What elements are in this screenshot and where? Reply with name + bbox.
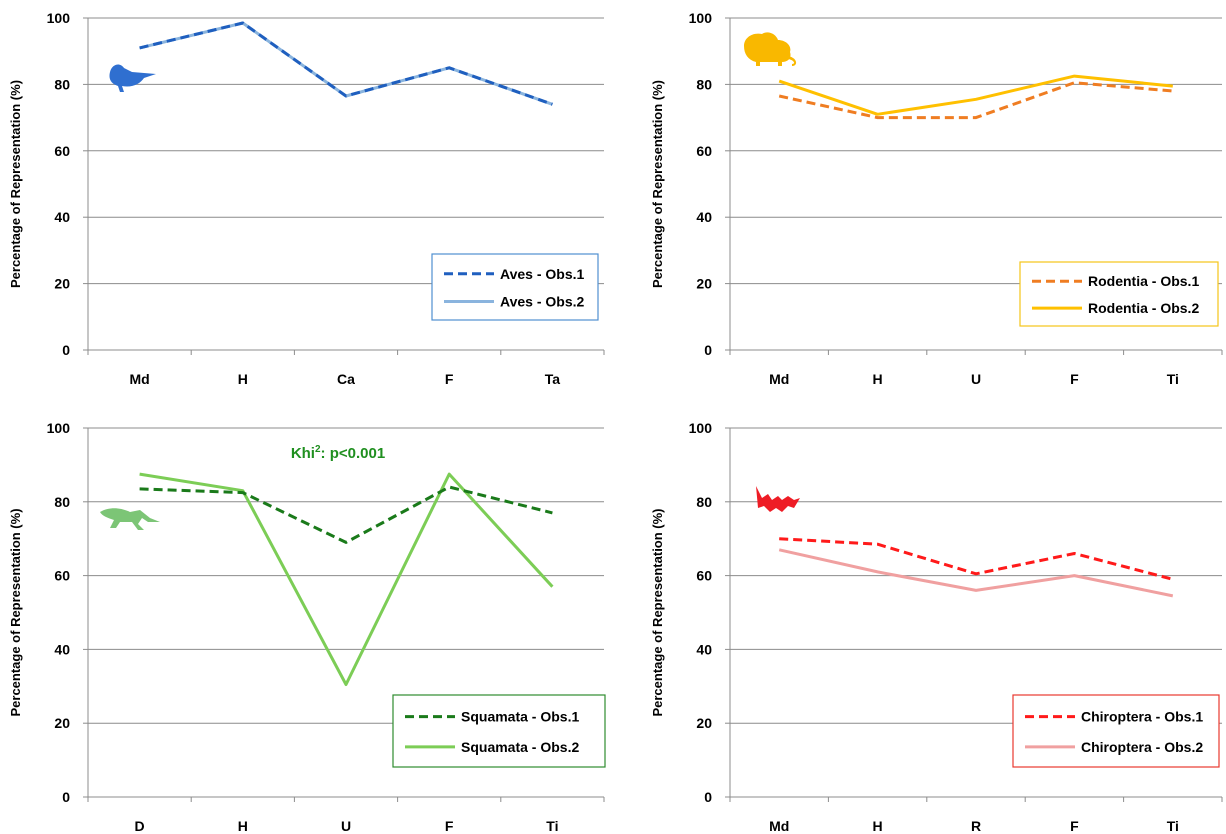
x-tick-label: Md [769,818,789,834]
x-tick-label: Ti [1167,818,1179,834]
x-tick-label: H [238,818,248,834]
legend-label: Aves - Obs.2 [500,294,585,310]
x-tick-label: Ca [337,371,355,387]
chart-panel-4: 0 20 40 60 80 100 Md H R F Ti Percentage of Represe… [650,420,1223,834]
legend-box [1019,261,1219,327]
y-tick-label: 0 [62,342,70,358]
y-tick-label: 0 [704,789,712,805]
y-tick-label: 80 [696,494,712,510]
y-tick-label: 60 [696,143,712,159]
y-tick-label: 40 [54,209,70,225]
y-tick-label: 20 [696,276,712,292]
y-tick-label: 40 [696,209,712,225]
x-tick-label: Ti [546,818,558,834]
series-line-rodentia-obs-1 [778,81,1173,120]
y-tick-label: 40 [54,641,70,657]
x-tick-label: F [445,371,454,387]
series-line-chiroptera-obs-2 [778,548,1174,598]
y-tick-label: 80 [696,76,712,92]
x-tick-label: D [135,818,145,834]
legend: Aves - Obs.1 Aves - Obs.2 [431,253,599,321]
series-line-squamata-obs-2 [139,472,554,686]
series-line-rodentia-obs-2 [778,74,1173,116]
x-tick-label: F [445,818,454,834]
legend-box [1012,694,1220,768]
y-tick-label: 20 [696,715,712,731]
chart-panel-2: 0 20 40 60 80 100 Md H U F Ti Percentage of Represe… [650,10,1223,387]
series-line-aves-obs-1 [139,21,553,106]
lizard-icon [100,508,160,530]
legend-label: Squamata - Obs.2 [461,739,579,755]
legend-label: Chiroptera - Obs.1 [1081,709,1203,725]
y-tick-label: 100 [689,10,713,26]
series-line-chiroptera-obs-1 [779,537,1174,581]
legend-box [392,694,606,768]
y-tick-label: 0 [62,789,70,805]
legend: Rodentia - Obs.1 Rodentia - Obs.2 [1019,261,1219,327]
chart-panel-1: 0 20 40 60 80 100 Md H Ca F Ta Percentage of Repres… [8,10,605,387]
y-axis-label: Percentage of Representation (%) [650,80,665,288]
x-tick-label: Md [769,371,789,387]
y-tick-label: 100 [47,420,71,436]
chart-panel-3: 0 20 40 60 80 100 D H U F Ti Percentage of Represen… [8,420,606,834]
x-tick-label: U [971,371,981,387]
bird-icon [109,64,156,92]
legend-label: Rodentia - Obs.2 [1088,300,1199,316]
x-tick-label: F [1070,818,1079,834]
x-tick-label: H [238,371,248,387]
legend: Squamata - Obs.1 Squamata - Obs.2 [392,694,606,768]
series-line-squamata-obs-1 [139,485,553,544]
legend-box [431,253,599,321]
x-tick-label: Ta [545,371,561,387]
x-tick-label: R [971,818,981,834]
y-tick-label: 100 [47,10,71,26]
y-axis-label: Percentage of Representation (%) [650,508,665,716]
legend-label: Squamata - Obs.1 [461,709,579,725]
legend: Chiroptera - Obs.1 Chiroptera - Obs.2 [1012,694,1220,768]
x-tick-label: U [341,818,351,834]
y-axis-label: Percentage of Representation (%) [8,80,23,288]
y-tick-label: 60 [696,568,712,584]
y-tick-label: 20 [54,715,70,731]
y-tick-label: 80 [54,494,70,510]
y-tick-label: 80 [54,76,70,92]
legend-label: Chiroptera - Obs.2 [1081,739,1203,755]
y-tick-label: 20 [54,276,70,292]
legend-label: Rodentia - Obs.1 [1088,273,1199,289]
legend-label: Aves - Obs.1 [500,266,585,282]
y-tick-label: 60 [54,143,70,159]
x-tick-label: H [873,818,883,834]
series-line-aves-obs-2 [139,21,553,106]
x-tick-label: Ti [1167,371,1179,387]
annotation: Khi2: p<0.001 [291,444,385,462]
x-tick-label: Md [129,371,149,387]
y-tick-label: 60 [54,568,70,584]
y-tick-label: 40 [696,641,712,657]
x-tick-label: H [873,371,883,387]
y-tick-label: 100 [689,420,713,436]
bat-icon [756,486,800,512]
x-tick-label: F [1070,371,1079,387]
rodent-icon [744,32,797,66]
y-tick-label: 0 [704,342,712,358]
y-axis-label: Percentage of Representation (%) [8,508,23,716]
